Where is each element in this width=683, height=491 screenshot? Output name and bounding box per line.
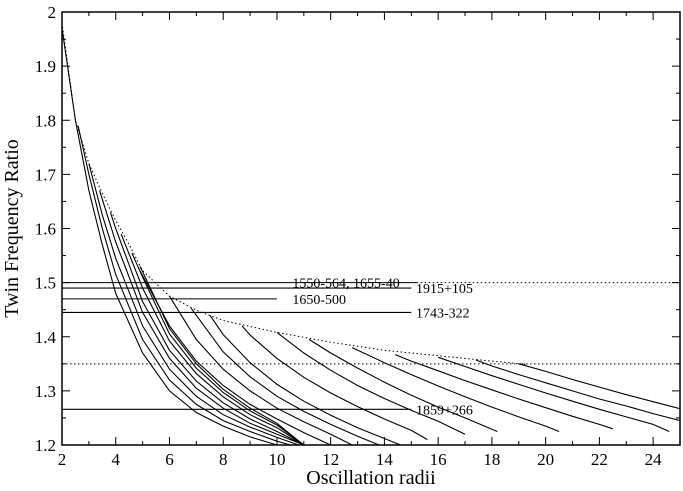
x-tick-label: 14: [376, 450, 394, 469]
y-axis-title: Twin Frequency Ratio: [1, 139, 23, 318]
envelope-dotted-curve: [62, 22, 527, 365]
observed-ratio-label-3: 1650-500: [292, 293, 346, 308]
plot-frame: [61, 11, 681, 446]
x-tick-label: 8: [219, 450, 228, 469]
x-tick-label: 4: [111, 450, 120, 469]
branch-curve-5: [241, 325, 428, 441]
branch-curve-2: [169, 295, 353, 445]
x-tick-label: 16: [430, 450, 447, 469]
branch-curve-6: [276, 331, 466, 435]
y-tick-label: 1.2: [35, 436, 56, 455]
y-tick-label: 1.7: [35, 165, 57, 184]
observed-ratio-label-4: 1743-322: [416, 306, 470, 321]
y-tick-label: 1.4: [35, 328, 57, 347]
steep-curve-5: [109, 212, 305, 445]
steep-curve-1: [62, 28, 278, 445]
y-tick-label: 1.8: [35, 111, 56, 130]
branch-curve-9: [394, 354, 613, 430]
branch-curve-11: [475, 359, 680, 422]
reference-lines-layer: [62, 22, 680, 365]
branch-curve-8: [351, 347, 560, 433]
branch-curve-3: [190, 307, 380, 445]
observed-ratio-label-2: 1915+105: [416, 282, 473, 297]
branch-curve-10: [438, 356, 670, 433]
steep-curve-7: [131, 252, 305, 445]
x-tick-label: 10: [268, 450, 285, 469]
ticks-layer: 2 4 6 8 10 12 14 16 18 20 22 241.21.31.41.51.61.71.…: [35, 3, 680, 469]
branch-curve-1: [139, 270, 331, 445]
steep-curve-2: [77, 125, 291, 445]
y-tick-label: 1.3: [35, 382, 56, 401]
y-tick-label: 1.9: [35, 57, 56, 76]
branch-curve-12: [518, 363, 680, 410]
y-tick-label: 2: [48, 3, 57, 22]
x-tick-label: 6: [165, 450, 174, 469]
x-tick-label: 2: [58, 450, 67, 469]
observed-ratio-label-5: 1859+266: [416, 403, 473, 418]
steep-curve-6: [120, 233, 305, 445]
x-tick-label: 20: [537, 450, 554, 469]
steep-curve-8: [139, 266, 305, 445]
x-tick-label: 18: [483, 450, 500, 469]
x-tick-label: 22: [591, 450, 608, 469]
x-tick-label: 24: [645, 450, 663, 469]
x-axis-title: Oscillation radii: [306, 467, 436, 489]
steep-curve-4: [99, 190, 305, 445]
y-tick-label: 1.5: [35, 274, 56, 293]
x-tick-label: 12: [322, 450, 339, 469]
branch-curve-4: [209, 314, 401, 445]
steep-curve-3: [88, 163, 299, 445]
branch-curve-7: [308, 339, 498, 433]
observed-ratio-lines-layer: 1550-564, 1655-40 1915+105 1650-500 1743-32…: [62, 277, 473, 418]
y-tick-label: 1.6: [35, 220, 56, 239]
curves-layer: [62, 28, 680, 445]
observed-ratio-label-1: 1550-564, 1655-40: [292, 277, 399, 292]
